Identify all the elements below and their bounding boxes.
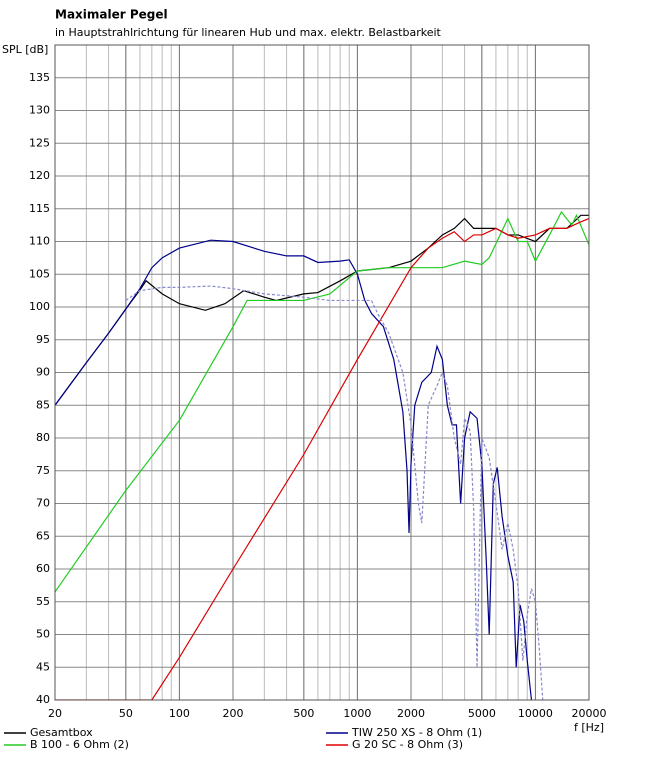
- y-tick-label: 90: [36, 366, 50, 379]
- y-tick-label: 70: [36, 497, 50, 510]
- series-line: [55, 239, 533, 700]
- x-tick-label: 50: [119, 707, 133, 720]
- y-tick-label: 55: [36, 595, 50, 608]
- y-tick-label: 100: [29, 300, 50, 313]
- y-tick-label: 65: [36, 529, 50, 542]
- x-tick-label: 10000: [518, 707, 553, 720]
- x-tick-label: 100: [169, 707, 190, 720]
- y-tick-label: 135: [29, 71, 50, 84]
- y-tick-label: 125: [29, 136, 50, 149]
- plot-frame: [54, 44, 590, 701]
- plot-lines: [55, 210, 589, 700]
- y-tick-label: 120: [29, 169, 50, 182]
- x-tick-label: 1000: [343, 707, 371, 720]
- legend-label: TIW 250 XS - 8 Ohm (1): [351, 726, 482, 739]
- x-tick-label: 500: [293, 707, 314, 720]
- y-tick-label: 110: [29, 235, 50, 248]
- y-tick-label: 60: [36, 562, 50, 575]
- y-tick-label: 95: [36, 333, 50, 346]
- y-tick-label: 40: [36, 693, 50, 706]
- y-tick-label: 85: [36, 398, 50, 411]
- y-tick-label: 50: [36, 628, 50, 641]
- legend-label: G 20 SC - 8 Ohm (3): [352, 738, 463, 751]
- y-tick-label: 75: [36, 464, 50, 477]
- legend-label: Gesamtbox: [30, 726, 93, 739]
- chart-subtitle: in Hauptstrahlrichtung für linearen Hub …: [55, 26, 442, 39]
- series-line: [55, 214, 589, 406]
- x-tick-label: 20: [48, 707, 62, 720]
- series-line: [125, 285, 544, 700]
- x-tick-label: 20000: [572, 707, 607, 720]
- y-tick-label: 115: [29, 202, 50, 215]
- y-axis-label: SPL [dB]: [2, 43, 48, 56]
- x-tick-label: 5000: [468, 707, 496, 720]
- y-tick-label: 80: [36, 431, 50, 444]
- chart-title: Maximaler Pegel: [55, 8, 168, 22]
- legend-label: B 100 - 6 Ohm (2): [30, 738, 129, 751]
- series-line: [55, 210, 589, 593]
- y-tick-label: 105: [29, 267, 50, 280]
- x-tick-label: 2000: [397, 707, 425, 720]
- series-line: [55, 218, 589, 700]
- y-tick-label: 45: [36, 660, 50, 673]
- grid: [54, 45, 590, 701]
- y-tick-label: 130: [29, 104, 50, 117]
- x-tick-label: 200: [223, 707, 244, 720]
- x-axis-label: f [Hz]: [574, 721, 604, 734]
